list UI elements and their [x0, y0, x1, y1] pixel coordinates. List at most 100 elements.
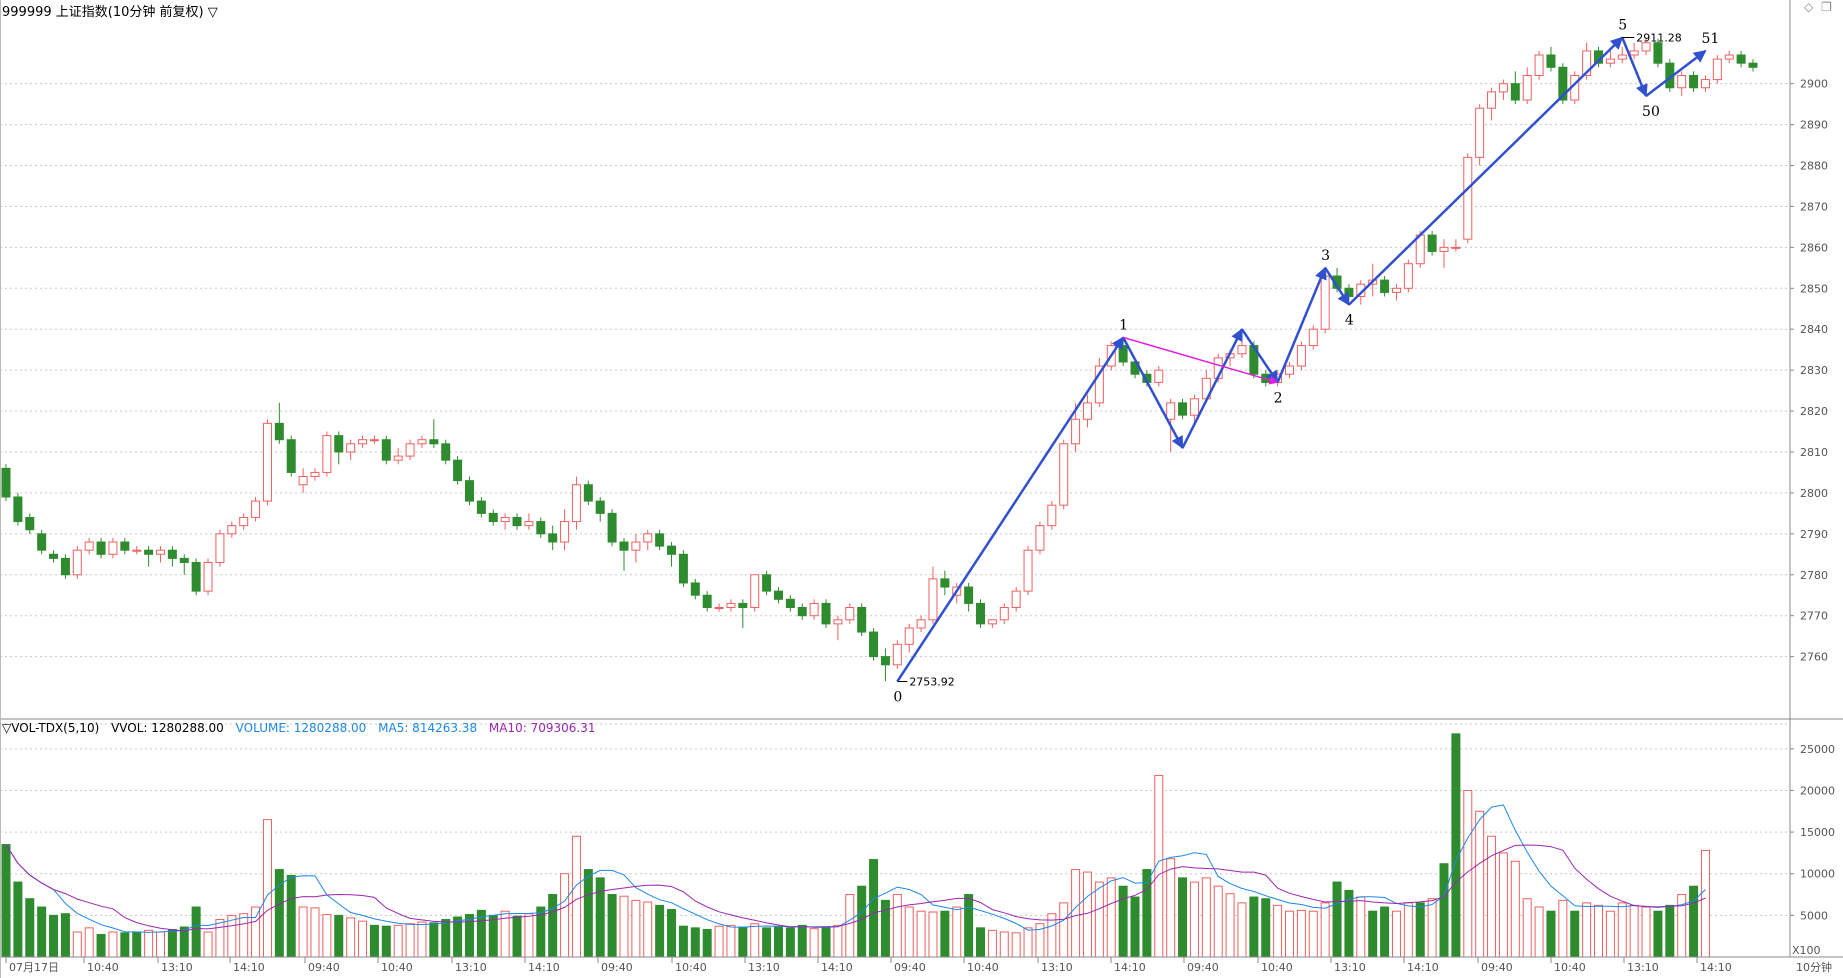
volume-bar-up [1629, 904, 1639, 958]
candle-up [369, 439, 379, 442]
candle-up [987, 619, 997, 625]
candle-up [643, 533, 653, 543]
volume-bar-up [1059, 902, 1069, 958]
candle-up [298, 476, 308, 486]
candle-up [1154, 369, 1164, 383]
wave-segment[interactable] [896, 336, 1125, 683]
candle-up [1712, 58, 1722, 81]
wave-label: 50 [1642, 104, 1660, 120]
candle-up [262, 422, 272, 502]
candle-down [334, 435, 344, 453]
volume-bar-down [1439, 863, 1449, 958]
volume-bar-up [560, 873, 570, 958]
chart-title[interactable]: 999999 上证指数(10分钟 前复权) ▽ [2, 1, 218, 20]
time-tick-label: 09:40 [1481, 961, 1513, 974]
wave-label: 4 [1345, 313, 1354, 329]
price-tick-label: 2770 [1800, 610, 1828, 623]
price-tick-label: 2830 [1800, 364, 1828, 377]
volume-header: ▽VOL-TDX(5,10) VVOL: 1280288.00 VOLUME: … [2, 721, 604, 735]
candle-down [49, 553, 59, 559]
price-tick-label: 2840 [1800, 323, 1828, 336]
candle-down [25, 516, 35, 531]
volume-bar-up [251, 906, 261, 958]
time-tick-label: 14:10 [821, 961, 853, 974]
triangle-down-icon[interactable]: ▽ [207, 5, 218, 20]
volume-bar-up [1213, 885, 1223, 958]
volume-bar-down [179, 926, 189, 958]
volume-bar-up [1094, 881, 1104, 958]
volume-bar-up [1320, 902, 1330, 958]
window-restore-icon[interactable]: ❐ [1821, 0, 1832, 14]
volume-bar-up [845, 894, 855, 958]
wave-segment[interactable] [1122, 336, 1184, 449]
volume-tick-label: 25000 [1800, 743, 1835, 756]
wave-segment[interactable] [1621, 37, 1648, 98]
volume-bar-down [96, 934, 106, 958]
wave-label: 1 [1119, 317, 1128, 333]
volume-bar-up [203, 931, 213, 958]
volume-bars[interactable] [1, 733, 1710, 958]
time-tick-label: 13:10 [1334, 961, 1366, 974]
wave-segment[interactable] [1324, 267, 1350, 306]
price-tick-label: 2790 [1800, 528, 1828, 541]
price-tick-label: 2820 [1800, 405, 1828, 418]
wave-lines[interactable] [896, 36, 1707, 683]
candle-down [453, 459, 463, 482]
time-tick-label: 09:40 [601, 961, 633, 974]
volume-bar-up [84, 927, 94, 958]
volume-bar-up [809, 928, 819, 958]
triangle-down-icon[interactable]: ▽ [2, 721, 12, 735]
candle-down [857, 607, 867, 633]
candle-down [1380, 279, 1390, 293]
candle-down [1736, 54, 1746, 64]
volume-bar-up [1189, 881, 1199, 958]
candle-down [144, 549, 154, 555]
candle-up [322, 435, 332, 473]
candle-up [405, 443, 415, 457]
candle-down [797, 607, 807, 617]
volume-bar-down [37, 906, 47, 958]
time-tick-label: 10:40 [967, 961, 999, 974]
volume-bar-down [453, 916, 463, 958]
candle-up [346, 443, 356, 453]
volume-bar-down [334, 914, 344, 958]
wave-segment[interactable] [1181, 328, 1244, 449]
candle-up [524, 521, 534, 527]
candle-up [1700, 79, 1710, 89]
candle-down [286, 439, 296, 473]
volume-bar-up [1582, 902, 1592, 958]
volume-bar-down [738, 926, 748, 958]
candle-up [726, 602, 736, 609]
candle-up [1522, 74, 1532, 101]
wave-segment[interactable] [1240, 328, 1279, 384]
candle-up [1082, 402, 1092, 420]
volume-bar-down [1665, 904, 1675, 958]
wave-segment[interactable] [1348, 36, 1624, 306]
candle-down [1344, 287, 1354, 297]
volume-indicator-name[interactable]: VOL-TDX(5,10) [11, 721, 100, 735]
candle-down [583, 484, 593, 502]
candle-down [821, 602, 831, 625]
volume-bar-up [643, 901, 653, 958]
wave-segment[interactable] [1276, 266, 1327, 383]
volume-bar-down [678, 925, 688, 958]
diamond-icon[interactable]: ◇ [1804, 0, 1814, 14]
volume-bar-up [1594, 904, 1604, 958]
volume-bar-up [1617, 902, 1627, 958]
candle-up [1487, 91, 1497, 109]
volume-bar-down [1653, 910, 1663, 958]
volume-bar-down [595, 877, 605, 958]
candle-down [512, 516, 522, 527]
volume-tick-label: 20000 [1800, 784, 1835, 797]
volume-ma10-line [5, 844, 1706, 932]
candlestick-series[interactable] [1, 37, 1758, 682]
volume-bar-down [13, 881, 23, 958]
wave-segment[interactable] [1645, 49, 1707, 97]
candle-up [1463, 156, 1473, 240]
volume-bar-down [1451, 733, 1461, 958]
candle-up [1059, 443, 1069, 506]
volume-bar-up [1558, 899, 1568, 958]
volume-bar-up [1403, 902, 1413, 958]
candle-up [1320, 275, 1330, 330]
